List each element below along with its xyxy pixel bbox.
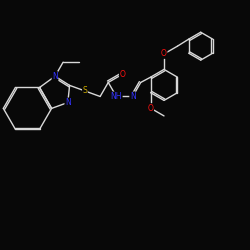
Text: N: N [130, 92, 136, 101]
Text: N: N [52, 72, 58, 81]
Text: O: O [161, 50, 167, 58]
Text: O: O [120, 70, 125, 79]
Text: N: N [65, 98, 71, 107]
Text: NH: NH [111, 92, 122, 101]
Text: O: O [148, 104, 154, 113]
Text: S: S [82, 86, 87, 96]
